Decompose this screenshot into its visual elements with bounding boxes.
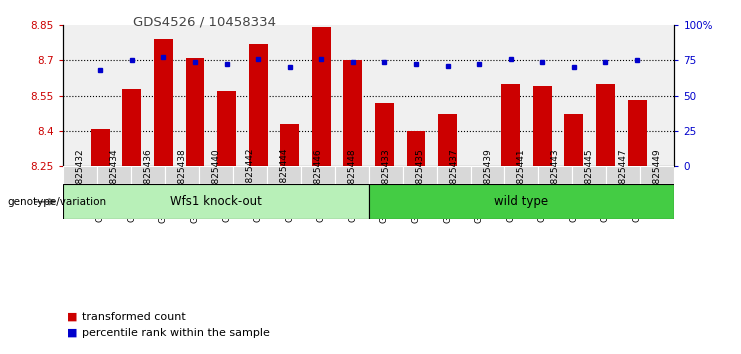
- Text: GSM825432: GSM825432: [76, 148, 84, 202]
- Bar: [335, 166, 368, 184]
- Bar: [312, 27, 330, 166]
- Text: wild type: wild type: [494, 195, 548, 208]
- Text: GSM825441: GSM825441: [517, 148, 526, 202]
- Text: ■: ■: [67, 328, 77, 338]
- Text: GSM825437: GSM825437: [449, 148, 458, 202]
- Bar: [97, 166, 131, 184]
- Bar: [402, 166, 436, 184]
- Text: GSM825435: GSM825435: [415, 148, 424, 202]
- Bar: [368, 166, 402, 184]
- Bar: [505, 166, 539, 184]
- Text: GSM825440: GSM825440: [211, 148, 220, 202]
- Text: ■: ■: [67, 312, 77, 322]
- Bar: [233, 166, 267, 184]
- Bar: [267, 166, 301, 184]
- Bar: [539, 166, 572, 184]
- Bar: [572, 166, 606, 184]
- Text: GSM825444: GSM825444: [279, 148, 288, 202]
- Bar: [471, 166, 505, 184]
- Bar: [596, 84, 615, 166]
- Bar: [375, 103, 394, 166]
- Bar: [533, 86, 552, 166]
- Bar: [185, 58, 205, 166]
- Bar: [217, 91, 236, 166]
- Bar: [165, 166, 199, 184]
- Text: GSM825445: GSM825445: [585, 148, 594, 202]
- Bar: [63, 184, 368, 219]
- Text: GSM825434: GSM825434: [110, 148, 119, 202]
- Bar: [131, 166, 165, 184]
- Bar: [640, 166, 674, 184]
- Text: GSM825436: GSM825436: [144, 148, 153, 202]
- Bar: [407, 131, 425, 166]
- Bar: [154, 39, 173, 166]
- Text: GSM825433: GSM825433: [381, 148, 390, 202]
- Text: GSM825446: GSM825446: [313, 148, 322, 202]
- Text: GSM825442: GSM825442: [245, 148, 254, 202]
- Text: GSM825449: GSM825449: [653, 148, 662, 202]
- Text: percentile rank within the sample: percentile rank within the sample: [82, 328, 270, 338]
- Bar: [438, 114, 457, 166]
- Bar: [368, 184, 674, 219]
- Bar: [343, 60, 362, 166]
- Bar: [63, 166, 97, 184]
- Text: GSM825439: GSM825439: [483, 148, 492, 202]
- Text: genotype/variation: genotype/variation: [7, 197, 107, 207]
- Text: GDS4526 / 10458334: GDS4526 / 10458334: [133, 16, 276, 29]
- Bar: [301, 166, 335, 184]
- Bar: [122, 88, 142, 166]
- Bar: [565, 114, 583, 166]
- Bar: [436, 166, 471, 184]
- Bar: [249, 44, 268, 166]
- Bar: [280, 124, 299, 166]
- Text: Wfs1 knock-out: Wfs1 knock-out: [170, 195, 262, 208]
- Text: GSM825448: GSM825448: [348, 148, 356, 202]
- Bar: [606, 166, 640, 184]
- Bar: [501, 84, 520, 166]
- Text: GSM825438: GSM825438: [177, 148, 186, 202]
- Text: transformed count: transformed count: [82, 312, 185, 322]
- Text: GSM825443: GSM825443: [551, 148, 560, 202]
- Bar: [199, 166, 233, 184]
- Text: GSM825447: GSM825447: [619, 148, 628, 202]
- Bar: [628, 100, 647, 166]
- Bar: [91, 129, 110, 166]
